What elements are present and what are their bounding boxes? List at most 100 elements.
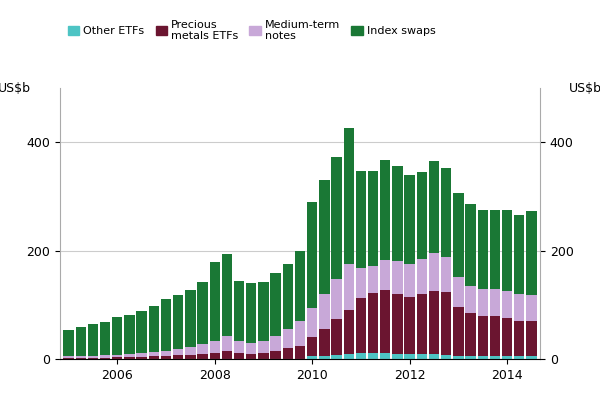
- Y-axis label: US$b: US$b: [569, 82, 600, 95]
- Bar: [392, 354, 403, 359]
- Bar: [64, 358, 74, 359]
- Legend: Other ETFs, Precious
metals ETFs, Medium-term
notes, Index swaps: Other ETFs, Precious metals ETFs, Medium…: [65, 18, 438, 43]
- Bar: [124, 315, 134, 354]
- Bar: [502, 291, 512, 318]
- Bar: [149, 356, 159, 359]
- Bar: [392, 261, 403, 294]
- Bar: [319, 180, 329, 294]
- Bar: [246, 354, 256, 359]
- Bar: [161, 356, 171, 359]
- Bar: [136, 357, 147, 359]
- Bar: [404, 354, 415, 359]
- Bar: [161, 299, 171, 351]
- Bar: [307, 202, 317, 308]
- Bar: [209, 341, 220, 353]
- Bar: [502, 356, 512, 359]
- Bar: [478, 356, 488, 359]
- Bar: [100, 322, 110, 355]
- Bar: [76, 326, 86, 356]
- Bar: [356, 353, 366, 359]
- Bar: [429, 354, 439, 359]
- Bar: [209, 262, 220, 341]
- Bar: [283, 264, 293, 329]
- Bar: [441, 168, 451, 257]
- Bar: [429, 161, 439, 253]
- Bar: [136, 353, 147, 357]
- Bar: [429, 253, 439, 291]
- Bar: [502, 210, 512, 291]
- Bar: [526, 295, 536, 321]
- Bar: [246, 283, 256, 343]
- Bar: [173, 294, 184, 349]
- Bar: [307, 338, 317, 356]
- Bar: [197, 344, 208, 354]
- Bar: [222, 255, 232, 336]
- Bar: [404, 175, 415, 264]
- Bar: [478, 288, 488, 316]
- Bar: [429, 291, 439, 354]
- Bar: [502, 318, 512, 356]
- Bar: [526, 356, 536, 359]
- Bar: [209, 353, 220, 359]
- Bar: [112, 355, 122, 358]
- Bar: [392, 166, 403, 261]
- Bar: [416, 259, 427, 294]
- Bar: [404, 264, 415, 297]
- Bar: [514, 356, 524, 359]
- Bar: [136, 311, 147, 353]
- Bar: [453, 277, 464, 307]
- Bar: [161, 351, 171, 356]
- Bar: [222, 351, 232, 359]
- Bar: [368, 353, 378, 359]
- Bar: [331, 355, 342, 359]
- Bar: [64, 330, 74, 356]
- Bar: [88, 324, 98, 356]
- Bar: [356, 298, 366, 353]
- Bar: [295, 251, 305, 321]
- Bar: [124, 358, 134, 359]
- Bar: [356, 171, 366, 269]
- Bar: [76, 358, 86, 359]
- Bar: [478, 316, 488, 356]
- Bar: [234, 353, 244, 359]
- Bar: [295, 346, 305, 359]
- Bar: [185, 290, 196, 347]
- Bar: [173, 349, 184, 355]
- Bar: [100, 358, 110, 359]
- Bar: [307, 356, 317, 359]
- Bar: [490, 356, 500, 359]
- Bar: [368, 266, 378, 293]
- Bar: [295, 321, 305, 346]
- Bar: [356, 269, 366, 298]
- Bar: [197, 354, 208, 359]
- Bar: [416, 294, 427, 354]
- Bar: [441, 292, 451, 355]
- Bar: [490, 210, 500, 288]
- Bar: [441, 355, 451, 359]
- Bar: [490, 316, 500, 356]
- Bar: [271, 273, 281, 336]
- Bar: [258, 353, 269, 359]
- Bar: [416, 172, 427, 259]
- Bar: [526, 211, 536, 295]
- Bar: [331, 320, 342, 355]
- Bar: [185, 355, 196, 359]
- Bar: [344, 264, 354, 310]
- Bar: [380, 160, 391, 260]
- Bar: [149, 352, 159, 356]
- Bar: [344, 354, 354, 359]
- Bar: [197, 282, 208, 344]
- Bar: [112, 358, 122, 359]
- Bar: [185, 347, 196, 355]
- Bar: [466, 204, 476, 286]
- Bar: [478, 210, 488, 288]
- Bar: [112, 317, 122, 355]
- Bar: [88, 356, 98, 358]
- Bar: [258, 341, 269, 353]
- Bar: [466, 286, 476, 313]
- Bar: [246, 343, 256, 354]
- Bar: [319, 294, 329, 329]
- Bar: [490, 288, 500, 316]
- Bar: [124, 354, 134, 358]
- Bar: [88, 358, 98, 359]
